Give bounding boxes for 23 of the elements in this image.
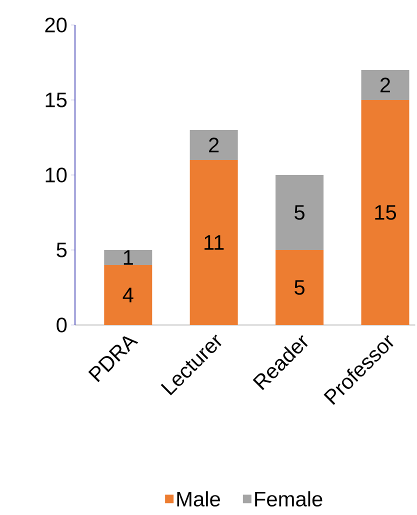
- bar: [276, 250, 324, 325]
- y-tick-label: 15: [46, 92, 67, 108]
- data-label: 4: [122, 288, 134, 302]
- data-label: 1: [124, 250, 133, 265]
- data-label: 5: [294, 205, 304, 220]
- data-label: 11: [204, 235, 224, 250]
- y-tick-label: 20: [45, 18, 67, 32]
- data-label: 15: [375, 205, 396, 220]
- bar: [104, 264, 152, 325]
- y-tick-label: 10: [46, 168, 67, 182]
- bar: [361, 70, 410, 100]
- bar: [104, 250, 152, 265]
- bar: [276, 174, 324, 250]
- legend-label: Female: [255, 491, 322, 507]
- bar: [190, 130, 238, 160]
- data-label: 5: [294, 280, 304, 295]
- bar: [361, 100, 410, 325]
- data-label: 2: [380, 78, 390, 92]
- bar: [190, 160, 238, 325]
- data-label: 2: [209, 138, 219, 152]
- y-tick-label: 0: [56, 318, 67, 332]
- y-tick-label: 5: [56, 242, 67, 258]
- legend-label: Male: [177, 491, 220, 507]
